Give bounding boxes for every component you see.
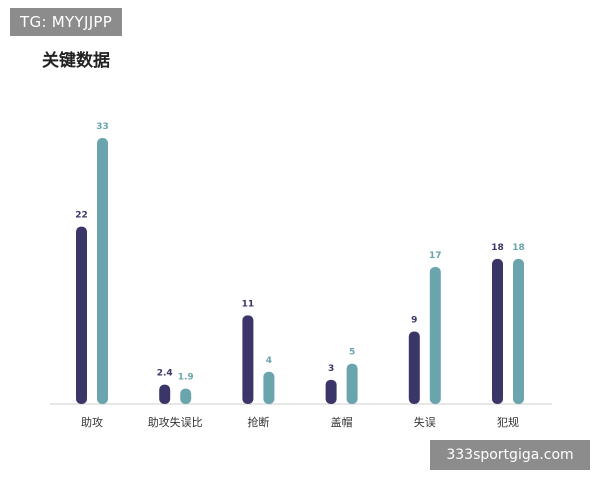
- value-label-series1-0: 22: [75, 211, 88, 221]
- value-label-series2-5: 18: [512, 243, 525, 253]
- value-labels-group: 22 33 2.4 1.9 11 4 3 5 9 17 18 18: [75, 122, 525, 383]
- tg-watermark: TG: MYYJJPP: [10, 8, 123, 36]
- category-label-2: 抢断: [247, 415, 269, 429]
- bar-series1-5: [492, 258, 503, 404]
- value-label-series1-1: 2.4: [157, 369, 173, 379]
- category-label-1: 助攻失误比: [148, 415, 203, 429]
- value-label-series2-2: 4: [266, 356, 272, 366]
- category-label-0: 助攻: [81, 415, 103, 429]
- bar-series1-2: [242, 315, 254, 404]
- bar-series2-1: [180, 388, 192, 404]
- value-label-series1-5: 18: [491, 243, 504, 253]
- bar-series2-0: [97, 138, 108, 404]
- bar-series1-0: [76, 226, 87, 404]
- bar-series2-2: [263, 371, 275, 404]
- bars-group: [76, 138, 524, 404]
- chart-title: 关键数据: [42, 51, 110, 71]
- category-labels-group: 助攻 助攻失误比 抢断 盖帽 失误 犯规: [81, 415, 519, 429]
- bar-series2-5: [513, 258, 524, 404]
- value-label-series2-1: 1.9: [178, 373, 194, 383]
- value-label-series1-2: 11: [242, 299, 255, 309]
- category-label-5: 犯规: [497, 415, 519, 429]
- value-label-series1-4: 9: [411, 315, 417, 325]
- site-watermark: 333sportgiga.com: [430, 440, 590, 470]
- bar-series1-3: [325, 379, 337, 404]
- bar-series2-4: [429, 266, 441, 404]
- bar-series1-4: [408, 331, 420, 404]
- bar-series2-3: [346, 363, 358, 404]
- category-label-4: 失误: [414, 416, 436, 429]
- category-label-3: 盖帽: [331, 415, 353, 429]
- value-label-series2-3: 5: [349, 348, 355, 358]
- bar-series1-1: [159, 384, 171, 404]
- value-label-series1-3: 3: [328, 364, 334, 374]
- value-label-series2-4: 17: [429, 251, 442, 261]
- value-label-series2-0: 33: [96, 122, 109, 132]
